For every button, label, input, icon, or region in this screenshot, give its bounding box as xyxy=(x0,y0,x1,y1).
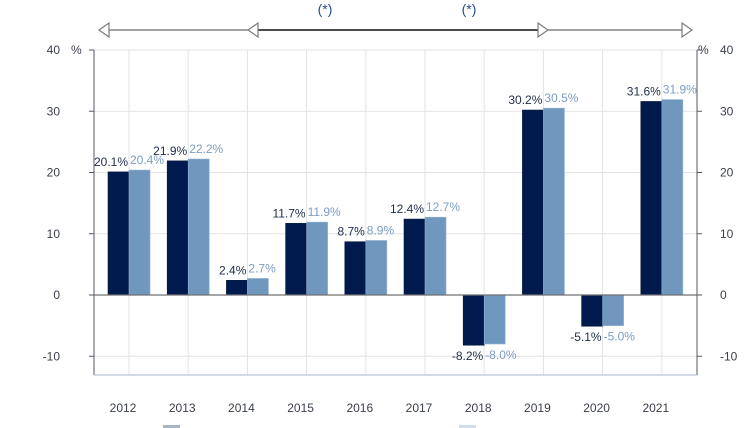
data-label-2-2015: 11.9% xyxy=(308,205,341,219)
x-tick-label: 2016 xyxy=(346,401,373,415)
bar-1-2019 xyxy=(522,109,544,296)
data-label-2-2016: 8.9% xyxy=(367,223,395,237)
left-tick-label: 20 xyxy=(47,166,61,180)
arrowhead-right-icon xyxy=(537,21,550,39)
bar-2-2015 xyxy=(306,221,328,296)
bars xyxy=(107,99,684,346)
bar-1-2013 xyxy=(166,160,189,296)
left-tick-label: 0 xyxy=(53,288,60,302)
left-tick-label: 30 xyxy=(47,104,61,118)
data-label-1-2018: -8.2% xyxy=(452,349,484,363)
arrowhead-left-icon xyxy=(97,21,110,39)
data-label-1-2012: 20.1% xyxy=(94,155,128,169)
bar-2-2014 xyxy=(247,278,269,296)
data-label-2-2020: -5.0% xyxy=(604,330,636,344)
data-label-2-2017: 12.7% xyxy=(426,200,460,214)
x-tick-label: 2015 xyxy=(287,401,314,415)
data-label-2-2013: 22.2% xyxy=(189,142,223,156)
data-label-1-2013: 21.9% xyxy=(153,144,187,158)
legend-swatch-1 xyxy=(163,425,180,428)
data-label-1-2019: 30.2% xyxy=(508,93,542,107)
right-tick-label: -10 xyxy=(720,349,738,363)
x-tick-label: 2014 xyxy=(228,401,255,415)
data-label-2-2019: 30.5% xyxy=(544,91,578,105)
bar-2-2019 xyxy=(543,107,565,296)
bar-1-2018 xyxy=(462,294,485,346)
bar-2-2018 xyxy=(483,294,506,345)
bar-1-2015 xyxy=(285,223,307,296)
bar-1-2021 xyxy=(640,101,663,296)
period-marker: (*) xyxy=(318,1,333,17)
data-label-1-2021: 31.6% xyxy=(627,84,661,98)
data-labels: 20.1% 20.4%21.9% 22.2% 2.4% 2.7% 11.7% 11.9% 8.… xyxy=(94,83,697,364)
bar-1-2016 xyxy=(344,241,367,296)
x-tick-label: 2018 xyxy=(465,401,492,415)
data-label-2-2012: 20.4% xyxy=(130,153,164,167)
x-tick-label: 2012 xyxy=(110,401,137,415)
right-axis-unit: % xyxy=(698,43,709,57)
left-tick-label: -10 xyxy=(43,349,61,363)
arrowhead-right-icon xyxy=(681,21,694,39)
data-label-1-2015: 11.7% xyxy=(272,206,305,220)
data-label-1-2016: 8.7% xyxy=(337,225,365,239)
bar-2-2016 xyxy=(365,240,388,296)
bar-1-2012 xyxy=(107,171,130,296)
bar-1-2020 xyxy=(581,294,603,327)
right-tick-label: 0 xyxy=(720,288,727,302)
data-label-1-2020: -5.1% xyxy=(570,330,602,344)
x-tick-label: 2019 xyxy=(524,401,551,415)
bar-2-2012 xyxy=(128,169,151,296)
bar-2-2021 xyxy=(661,99,684,296)
x-tick-label: 2017 xyxy=(406,401,433,415)
arrowhead-left-icon xyxy=(246,21,259,39)
period-marker: (*) xyxy=(462,1,477,17)
data-label-1-2017: 12.4% xyxy=(390,202,424,216)
right-tick-label: 40 xyxy=(720,43,734,57)
x-tick-label: 2020 xyxy=(583,401,610,415)
x-tick-label: 2021 xyxy=(642,401,669,415)
data-label-1-2014: 2.4% xyxy=(219,263,247,277)
bar-2-2013 xyxy=(187,158,210,296)
period-arrows: (*) (*) xyxy=(97,1,694,428)
bar-1-2014 xyxy=(226,279,248,296)
right-tick-label: 10 xyxy=(720,227,734,241)
data-label-2-2014: 2.7% xyxy=(248,261,276,275)
x-tick-label: 2013 xyxy=(169,401,196,415)
bar-2-2017 xyxy=(424,216,447,296)
left-axis-unit: % xyxy=(71,43,82,57)
bar-2-2020 xyxy=(602,294,624,326)
left-tick-label: 10 xyxy=(47,227,61,241)
right-tick-label: 30 xyxy=(720,104,734,118)
axes xyxy=(89,49,702,376)
bar-1-2017 xyxy=(403,218,426,296)
left-tick-label: 40 xyxy=(47,43,61,57)
data-label-2-2018: -8.0% xyxy=(485,348,517,362)
data-label-2-2021: 31.9% xyxy=(663,83,697,97)
legend-swatch-2 xyxy=(459,425,476,428)
right-tick-label: 20 xyxy=(720,166,734,180)
